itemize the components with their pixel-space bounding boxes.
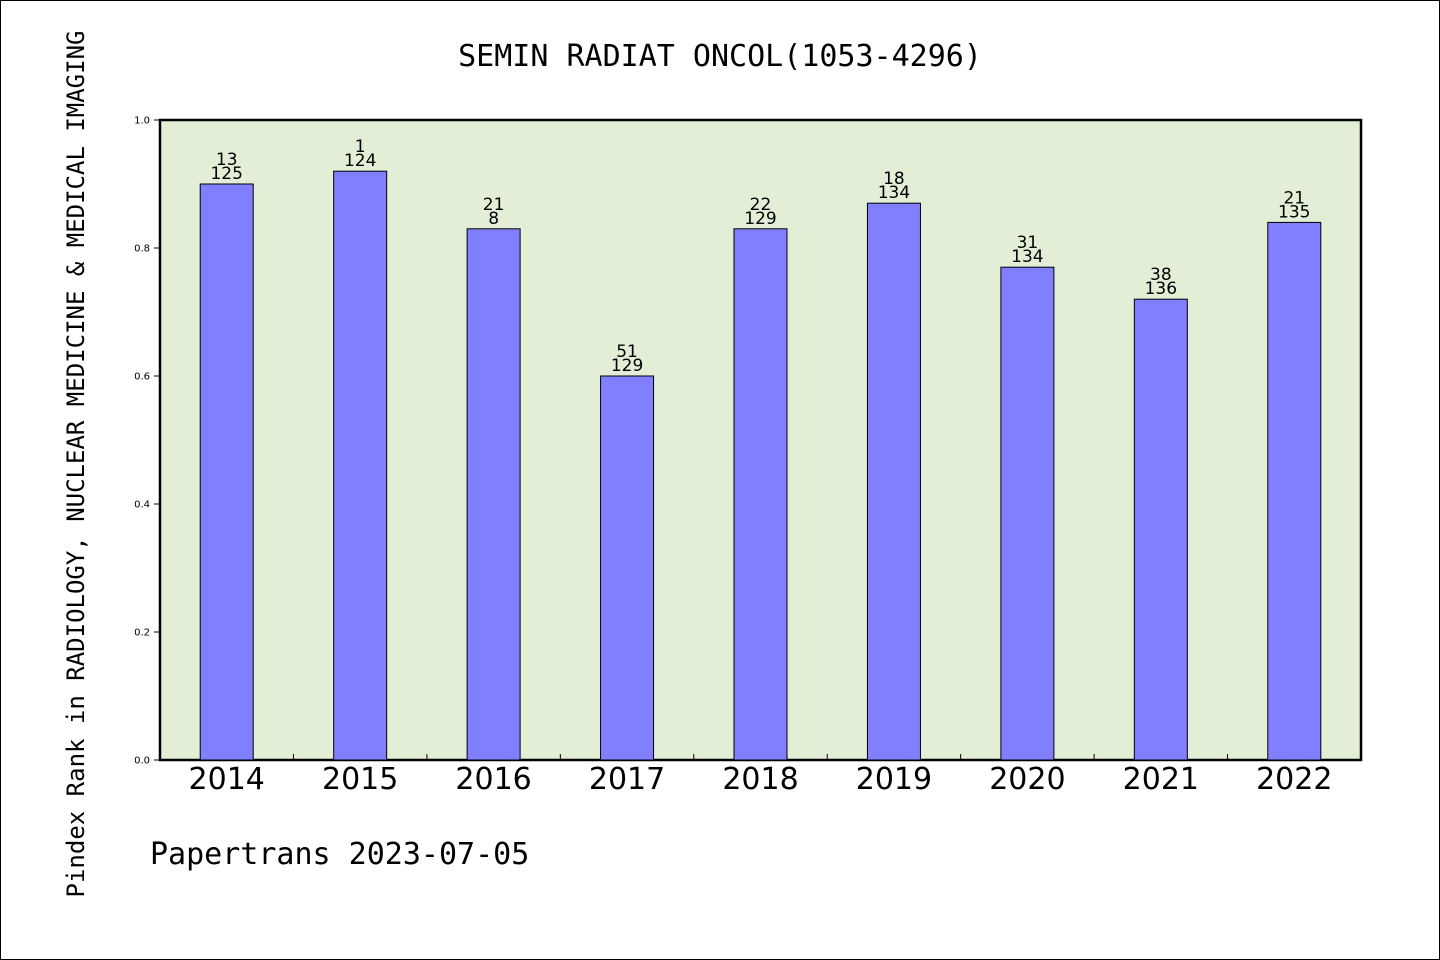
bar-rank-label: 38 [1150,265,1172,285]
x-tick-label: 2015 [322,762,398,797]
x-axis-ticks: 2014 2015 2016 2017 2018 2019 2020 2021 2022 [189,754,1332,797]
bar-labels: 1312511242185112922129181343113438136211… [210,137,1310,376]
bar-total-label: 129 [611,356,643,376]
y-tick-label: 0.4 [134,500,150,511]
y-tick-label: 0.0 [134,756,150,767]
bar-total-label: 8 [488,209,499,229]
bar-rank-label: 22 [750,195,772,215]
bar-total-label: 134 [878,183,910,203]
bar-rank-label: 13 [216,150,238,170]
bar-rank-label: 51 [616,342,638,362]
bar-total-label: 135 [1278,202,1310,222]
bar-total-label: 136 [1145,279,1177,299]
bar-2018 [733,228,788,761]
bars [199,170,1322,761]
bar-2017 [600,375,655,761]
bar-2022 [1267,221,1322,761]
bar-2014 [199,183,254,761]
y-axis-label: Pindex Rank in RADIOLOGY, NUCLEAR MEDICI… [62,31,90,898]
bar-2020 [1000,266,1055,761]
x-tick-label: 2016 [455,762,531,797]
x-tick-label: 2018 [722,762,798,797]
x-tick-label: 2022 [1256,762,1332,797]
y-tick-label: 1.0 [134,116,150,127]
y-axis-ticks: 0.0 0.2 0.4 0.6 0.8 1.0 [134,116,160,767]
bar-2016 [466,228,521,761]
x-tick-label: 2020 [989,762,1065,797]
x-tick-label: 2014 [189,762,265,797]
bar-rank-label: 18 [883,169,905,189]
bar-rank-label: 21 [483,195,505,215]
bar-2015 [333,170,388,761]
y-tick-label: 0.6 [134,372,150,383]
x-tick-label: 2017 [589,762,665,797]
bar-total-label: 134 [1011,247,1043,267]
bar-total-label: 124 [344,151,376,171]
bar-total-label: 129 [744,209,776,229]
bar-rank-label: 1 [355,137,366,157]
bar-total-label: 125 [210,164,242,184]
x-tick-label: 2021 [1123,762,1199,797]
bar-rank-label: 21 [1283,188,1305,208]
footer-credit: Papertrans 2023-07-05 [150,837,529,872]
x-tick-label: 2019 [856,762,932,797]
y-tick-label: 0.2 [134,628,150,639]
bar-rank-label: 31 [1017,233,1039,253]
bar-2021 [1133,298,1188,761]
bar-2019 [866,202,921,761]
y-tick-label: 0.8 [134,244,150,255]
chart-title: SEMIN RADIAT ONCOL(1053-4296) [458,39,982,74]
